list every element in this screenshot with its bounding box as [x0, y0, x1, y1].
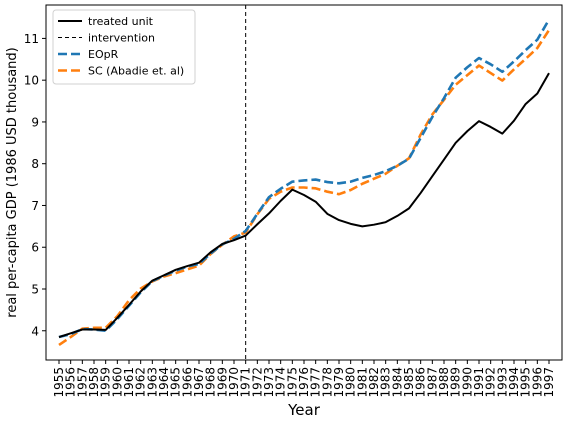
x-tick-label: 1965 [169, 367, 183, 398]
y-tick-label: 10 [24, 74, 39, 88]
x-tick-label: 1987 [425, 367, 439, 398]
x-tick-label: 1974 [274, 367, 288, 398]
x-tick-label: 1962 [134, 367, 148, 398]
series-lines [58, 5, 551, 360]
x-tick-label: 1983 [379, 367, 393, 398]
x-tick-label: 1960 [110, 367, 124, 398]
x-tick-label: 1986 [414, 367, 428, 398]
y-axis-title: real per-capita GDP (1986 USD thousand) [5, 47, 20, 317]
legend-label: EOpR [88, 48, 119, 61]
x-axis-title: Year [287, 401, 321, 419]
legend-label: intervention [88, 32, 155, 45]
x-tick-label: 1991 [472, 367, 486, 398]
x-tick-label: 1966 [180, 367, 194, 398]
x-tick-label: 1978 [320, 367, 334, 398]
x-tick-label: 1996 [530, 367, 544, 398]
y-tick-label: 8 [31, 157, 39, 171]
x-tick-label: 1968 [204, 367, 218, 398]
x-tick-label: 1988 [437, 367, 451, 398]
y-tick-label: 6 [31, 241, 39, 255]
x-tick-label: 1977 [309, 367, 323, 398]
x-tick-label: 1967 [192, 367, 206, 398]
x-tick-label: 1995 [519, 367, 533, 398]
x-tick-label: 1971 [239, 367, 253, 398]
x-tick-label: 1956 [64, 367, 78, 398]
y-tick-label: 7 [31, 199, 39, 213]
x-tick-label: 1972 [250, 367, 264, 398]
x-tick-label: 1982 [367, 367, 381, 398]
y-tick-label: 4 [31, 324, 39, 338]
x-tick-label: 1984 [390, 367, 404, 398]
y-tick-label: 5 [31, 283, 39, 297]
x-tick-label: 1981 [355, 367, 369, 398]
x-tick-label: 1963 [145, 367, 159, 398]
legend-label: treated unit [88, 15, 154, 28]
x-tick-label: 1955 [52, 367, 66, 398]
axis-ticks: 4567891011195519561957195819591960196119… [24, 32, 556, 398]
x-tick-label: 1959 [99, 367, 113, 398]
x-tick-label: 1973 [262, 367, 276, 398]
legend-label: SC (Abadie et. al) [88, 65, 184, 78]
x-tick-label: 1997 [542, 367, 556, 398]
x-tick-label: 1970 [227, 367, 241, 398]
legend-box [52, 9, 196, 85]
y-tick-label: 9 [31, 115, 39, 129]
x-tick-label: 1990 [460, 367, 474, 398]
x-tick-label: 1989 [449, 367, 463, 398]
x-tick-label: 1964 [157, 367, 171, 398]
x-tick-label: 1969 [215, 367, 229, 398]
x-tick-label: 1994 [507, 367, 521, 398]
legend: treated unit intervention EOpR SC (Abadie e… [52, 9, 196, 85]
series-line-0 [58, 72, 550, 338]
series-line-3 [58, 29, 551, 347]
x-tick-label: 1992 [484, 367, 498, 398]
x-tick-label: 1958 [87, 367, 101, 398]
series-line-2 [58, 18, 551, 339]
y-tick-label: 11 [24, 32, 39, 46]
x-tick-label: 1980 [344, 367, 358, 398]
x-tick-label: 1979 [332, 367, 346, 398]
x-tick-label: 1976 [297, 367, 311, 398]
x-tick-label: 1957 [75, 367, 89, 398]
x-tick-label: 1961 [122, 367, 136, 398]
x-tick-label: 1985 [402, 367, 416, 398]
x-tick-label: 1993 [495, 367, 509, 398]
x-tick-label: 1975 [285, 367, 299, 398]
